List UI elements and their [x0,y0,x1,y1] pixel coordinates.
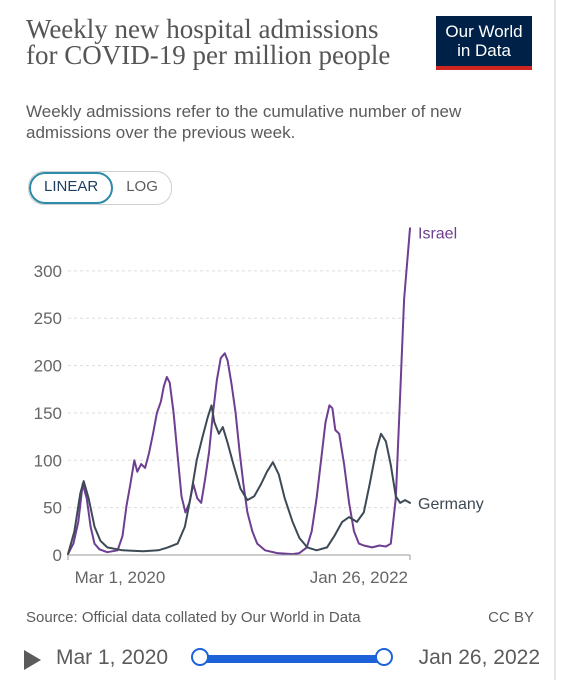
timeline-track[interactable] [200,655,386,663]
line-chart: 0 50 100 150 200 250 300 Mar 1, 2020 Jan 26, 20… [34,225,484,587]
y-axis-ticks: 0 50 100 150 200 250 300 [34,262,62,565]
x-tick-label: Mar 1, 2020 [75,568,166,587]
scale-toggle: LINEAR LOG [28,171,172,205]
chart-subtitle: Weekly admissions refer to the cumulativ… [26,102,462,142]
y-tick-label: 200 [34,357,62,376]
timeline-start-handle[interactable] [191,648,209,666]
gridlines [68,270,410,509]
x-axis: Mar 1, 2020 Jan 26, 2022 [67,554,411,587]
germany-line [67,404,411,556]
chart-title: Weekly new hospital admissions for COVID… [26,14,391,70]
israel-series-label: Israel [418,225,457,242]
logo-line-1: Our World [445,22,523,41]
log-scale-button[interactable]: LOG [126,178,158,195]
linear-scale-button[interactable]: LINEAR [29,172,114,204]
owid-logo[interactable]: Our World in Data [436,16,532,70]
logo-line-2: in Data [457,41,511,60]
y-tick-label: 0 [53,546,62,565]
x-tick-label: Jan 26, 2022 [310,568,408,587]
chart-footer: Source: Official data collated by Our Wo… [26,609,534,626]
israel-line [67,227,411,556]
series-labels: Israel Germany [418,225,484,513]
y-tick-label: 150 [34,404,62,423]
play-icon[interactable] [24,650,41,670]
y-tick-label: 250 [34,309,62,328]
timeline-slider: Mar 1, 2020 Jan 26, 2022 [24,643,540,677]
timeline-end-label: Jan 26, 2022 [418,646,540,669]
series-lines [67,227,411,556]
y-tick-label: 50 [43,499,62,518]
germany-series-label: Germany [418,496,484,513]
license-link[interactable]: CC BY [488,609,534,626]
y-tick-label: 300 [34,262,62,281]
source-note: Source: Official data collated by Our Wo… [26,609,361,626]
timeline-start-label: Mar 1, 2020 [56,646,169,669]
y-tick-label: 100 [34,451,62,470]
timeline-end-handle[interactable] [375,648,393,666]
logo-accent-bar [436,66,532,70]
